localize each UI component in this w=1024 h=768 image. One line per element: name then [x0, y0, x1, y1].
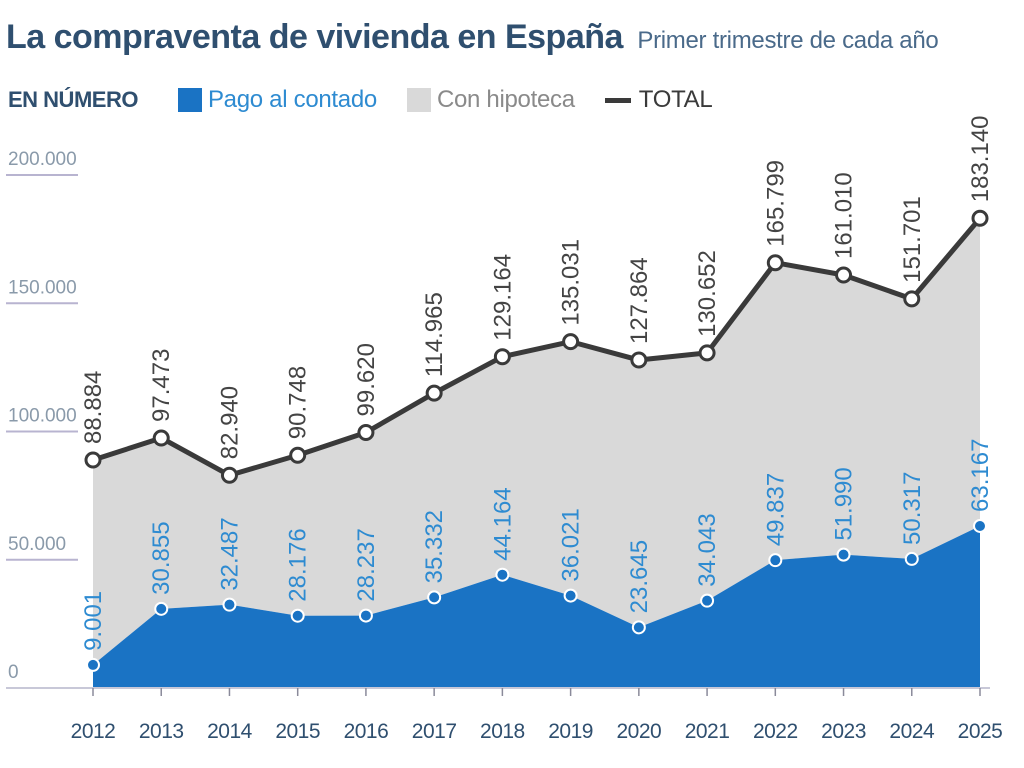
y-tick-label: 100.000	[8, 406, 77, 427]
x-tick-label: 2022	[753, 720, 798, 743]
total-data-label: 82.940	[216, 386, 243, 459]
total-point	[630, 351, 648, 369]
x-tick-label: 2012	[71, 720, 116, 743]
total-data-label: 161.010	[831, 172, 858, 259]
cash-point	[973, 518, 987, 533]
total-data-label: 151.701	[899, 196, 926, 283]
total-data-label: 135.031	[558, 239, 585, 326]
legend-label-total: TOTAL	[638, 86, 713, 113]
units-label: EN NÚMERO	[8, 87, 138, 112]
total-point	[493, 348, 511, 366]
legend-item-mortgage: Con hipoteca	[406, 86, 575, 114]
total-data-label: 127.864	[626, 257, 653, 344]
legend-label-mortgage: Con hipoteca	[436, 86, 575, 113]
cash-point	[631, 620, 646, 635]
cash-data-label: 23.645	[626, 540, 653, 613]
cash-data-label: 49.837	[762, 473, 789, 546]
total-data-label: 88.884	[80, 371, 107, 444]
cash-point	[563, 588, 578, 603]
total-point	[903, 290, 921, 308]
total-point	[698, 344, 716, 362]
cash-area	[93, 525, 980, 688]
total-point	[289, 446, 307, 464]
cash-data-label: 50.317	[899, 472, 926, 545]
cash-point	[904, 551, 919, 566]
legend-item-total: TOTAL	[604, 86, 713, 114]
x-tick-label: 2014	[207, 720, 253, 743]
total-data-label: 183.140	[967, 115, 994, 202]
total-point	[84, 451, 102, 469]
cash-point	[495, 567, 510, 582]
total-data-label: 165.799	[762, 160, 789, 247]
legend-swatch-mortgage	[406, 88, 431, 112]
total-data-label: 99.620	[353, 343, 380, 416]
cash-point	[86, 657, 100, 672]
legend-label-cash: Pago al contado	[207, 86, 377, 113]
cash-point	[836, 547, 851, 562]
cash-point	[700, 593, 715, 608]
legend-swatch-total	[604, 97, 631, 103]
cash-data-label: 9.001	[80, 591, 107, 651]
x-tick-label: 2019	[548, 720, 593, 743]
cash-point	[358, 608, 373, 623]
cash-point	[154, 601, 169, 616]
mortgage-area	[93, 218, 980, 665]
legend: EN NÚMERO Pago al contado Con hipoteca T…	[8, 86, 742, 114]
total-point	[152, 429, 170, 447]
total-point	[562, 333, 580, 351]
legend-item-cash: Pago al contado	[177, 86, 377, 114]
x-tick-label: 2020	[616, 720, 661, 743]
x-tick-label: 2013	[139, 720, 184, 743]
total-point	[220, 466, 238, 484]
cash-point	[427, 590, 442, 605]
total-data-label: 130.652	[694, 250, 721, 337]
x-tick-label: 2023	[821, 720, 866, 743]
total-point	[425, 384, 443, 402]
x-tick-label: 2016	[344, 720, 389, 743]
cash-data-label: 32.487	[216, 517, 243, 590]
chart-subtitle: Primer trimestre de cada año	[637, 27, 939, 54]
y-tick-label: 200.000	[8, 149, 77, 170]
chart-header: La compraventa de vivienda en España Pri…	[6, 18, 939, 57]
cash-data-label: 34.043	[694, 513, 721, 586]
total-data-label: 90.748	[285, 366, 312, 439]
y-tick-label: 150.000	[8, 277, 77, 298]
total-data-label: 97.473	[148, 349, 175, 422]
y-tick-label: 50.000	[8, 534, 66, 555]
cash-data-label: 30.855	[148, 521, 175, 594]
total-point	[835, 266, 853, 284]
total-line	[92, 216, 982, 478]
cash-point	[290, 608, 305, 623]
x-tick-label: 2015	[275, 720, 320, 743]
x-tick-label: 2018	[480, 720, 525, 743]
x-tick-label: 2024	[889, 720, 935, 743]
total-point	[766, 254, 784, 272]
cash-point	[222, 597, 237, 612]
cash-data-label: 28.176	[285, 528, 312, 601]
cash-data-label: 51.990	[831, 467, 858, 540]
cash-data-label: 63.167	[967, 439, 994, 512]
x-tick-label: 2021	[685, 720, 730, 743]
x-tick-label: 2017	[412, 720, 457, 743]
cash-data-label: 35.332	[421, 510, 448, 583]
y-tick-label: 0	[8, 662, 19, 683]
total-data-label: 129.164	[489, 254, 516, 341]
total-point	[357, 423, 375, 441]
cash-data-label: 28.237	[353, 528, 380, 601]
total-data-label: 114.965	[421, 292, 448, 377]
x-tick-label: 2025	[958, 720, 1003, 743]
cash-data-label: 44.164	[489, 487, 516, 560]
total-point	[971, 209, 989, 227]
legend-swatch-cash	[177, 88, 202, 112]
cash-data-label: 36.021	[558, 508, 585, 581]
chart-title: La compraventa de vivienda en España	[6, 18, 623, 56]
cash-point	[768, 553, 783, 568]
